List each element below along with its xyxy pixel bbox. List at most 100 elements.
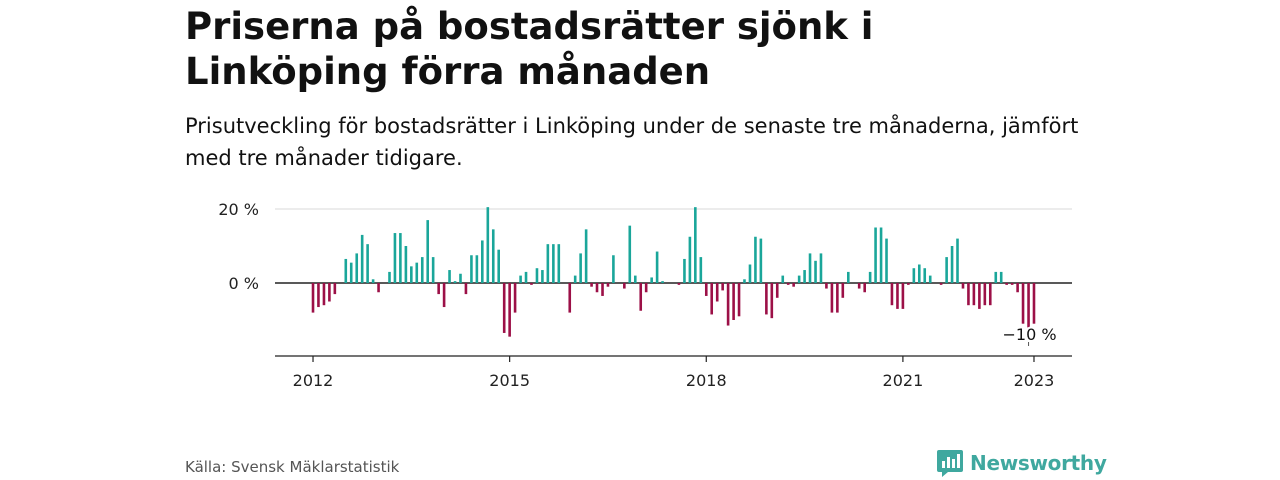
bar [497,249,500,283]
bar [797,275,801,283]
bar [388,271,391,283]
bar [994,271,998,283]
bar [694,207,697,283]
bar [595,283,599,293]
bar [420,257,424,283]
bar [437,283,440,295]
bar [808,253,812,283]
bar [524,271,528,283]
bar [584,229,588,283]
bar [650,277,653,283]
bar [683,258,686,283]
bar [715,283,719,302]
bar [508,283,511,337]
bar [552,244,555,283]
source-note: Källa: Svensk Mäklarstatistik [185,458,400,476]
axes [275,355,1072,362]
bar [590,283,593,287]
bar [366,244,369,283]
bar [972,283,976,306]
bar [655,251,659,283]
bar [928,275,932,283]
bar [442,283,446,308]
grid-lines [275,208,1072,284]
bar [344,258,348,283]
newsworthy-logo-icon [937,450,963,477]
bar [841,283,845,298]
bar [541,270,544,283]
bar [726,283,730,326]
bar [371,279,375,283]
bar [486,207,490,283]
bar [1010,283,1014,285]
x-tick-label: 2018 [686,371,727,390]
bar [1021,283,1025,324]
bar [644,283,648,293]
brand-name: Newsworthy [970,451,1107,475]
bar [639,283,643,311]
x-tick-label: 2021 [883,371,924,390]
bar [721,283,724,291]
bar [923,268,927,283]
bar [978,283,981,309]
bar [355,253,359,283]
bar [475,255,479,283]
bar [628,225,632,283]
bar [360,234,364,283]
bar [956,238,959,283]
bar [803,270,806,283]
bar [579,253,582,283]
bar [704,283,708,296]
bar [481,240,484,283]
bar [606,283,610,287]
bar [732,283,735,320]
bar [399,233,402,283]
bar [917,264,921,283]
bar [415,262,419,283]
bar [770,283,774,319]
bar [912,268,916,283]
bar [470,255,473,283]
bar [502,283,506,333]
bar [573,275,577,283]
brand-logo: Newsworthy [936,448,1107,478]
bar [661,281,664,283]
bar [404,246,408,283]
bar [775,283,779,298]
bar [1005,283,1008,285]
bar [999,271,1003,283]
bar [748,264,752,283]
bar [901,283,905,309]
bar [945,257,948,283]
bar [568,283,572,313]
bar [792,283,795,287]
bar [890,283,894,306]
bar [410,266,413,283]
bar [688,236,692,283]
bar [633,275,637,283]
bar [557,244,561,283]
bar [519,275,522,283]
bar [426,220,430,283]
bar [377,283,380,293]
x-tick-label: 2015 [489,371,530,390]
bar [546,244,550,283]
bar [311,283,315,313]
bar [885,238,888,283]
bar [530,283,533,285]
y-tick-label: 0 % [229,274,259,293]
bar-chart: 20 % 0 % 2012 2015 2018 2021 2023 −10 % [218,200,1072,390]
bar [448,270,451,283]
bar [983,283,987,306]
bar [623,283,626,289]
bar [612,255,615,283]
bar [431,257,435,283]
bar [863,283,866,293]
x-tick-label: 2023 [1014,371,1055,390]
bar [988,283,992,306]
bar [1027,283,1030,328]
bar [459,273,462,283]
bar [328,283,331,302]
bar [754,236,757,283]
bar [825,283,828,289]
